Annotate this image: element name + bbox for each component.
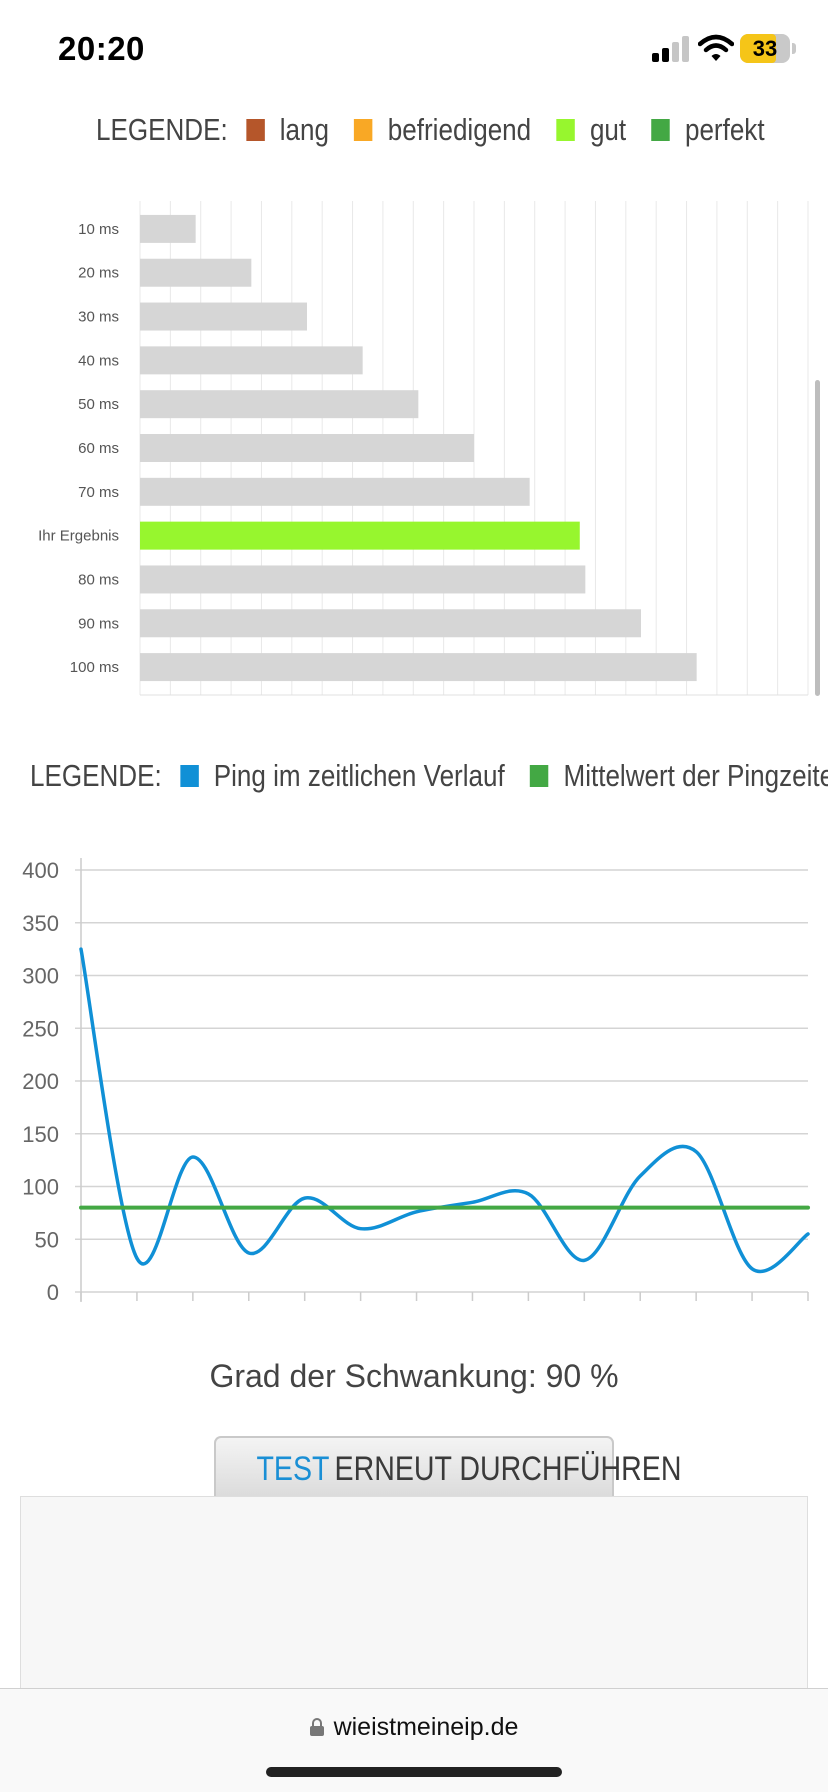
battery-level — [740, 34, 776, 63]
legend-swatch-ping — [180, 765, 199, 787]
bar-label: 80 ms — [78, 571, 119, 588]
legend-swatch-lang — [246, 119, 265, 141]
y-tick-label: 400 — [22, 858, 59, 883]
browser-url-bar[interactable]: wieistmeineip.de — [0, 1688, 828, 1792]
battery-percent: 33 — [752, 36, 778, 61]
legend-swatch-gut — [556, 119, 575, 141]
legend-label-mean: Mittelwert der Pingzeiten — [563, 758, 828, 793]
home-indicator[interactable] — [266, 1767, 562, 1777]
fluctuation-text: Grad der Schwankung: 90 % — [209, 1358, 619, 1394]
legend-title: LEGENDE: — [30, 758, 162, 793]
content-panel — [20, 1496, 808, 1696]
legend-label-perfekt: perfekt — [684, 112, 765, 147]
legend-title: LEGENDE: — [96, 112, 228, 147]
y-tick-label: 50 — [35, 1227, 59, 1252]
bar — [140, 477, 530, 506]
bar — [140, 434, 474, 462]
bar — [140, 346, 363, 375]
bar — [140, 302, 307, 331]
bar-label: 100 ms — [70, 659, 119, 676]
result-legend: LEGENDE: lang befriedigend gut perfekt — [96, 112, 790, 148]
y-tick-label: 200 — [22, 1069, 59, 1094]
ping-legend: LEGENDE: Ping im zeitlichen Verlauf Mitt… — [30, 758, 828, 794]
legend-swatch-befriedigend — [354, 119, 373, 141]
battery-icon: 33 — [740, 34, 790, 63]
legend-swatch-mean — [529, 765, 549, 787]
legend-swatch-perfekt — [651, 119, 670, 141]
legend-label-gut: gut — [589, 112, 627, 147]
bar-label: Ihr Ergebnis — [38, 528, 119, 545]
bar — [140, 258, 252, 287]
ping-comparison-chart: 10 ms 20 ms 30 ms 40 ms 50 ms 60 ms 70 ms Ihr E… — [38, 201, 809, 696]
bar — [140, 609, 641, 638]
retest-label: ERNEUT DURCHFÜHREN — [334, 1450, 682, 1488]
bar-label: 30 ms — [78, 309, 119, 326]
y-tick-label: 350 — [22, 911, 59, 936]
bar-label: 10 ms — [78, 221, 119, 238]
url-display[interactable]: wieistmeineip.de — [0, 1713, 828, 1742]
ping-series-line — [79, 947, 810, 1274]
ping-history-chart: 0 50 100 150 200 250 300 350 400 — [22, 858, 810, 1305]
bar-label: 70 ms — [78, 484, 119, 501]
wifi-icon — [698, 34, 734, 61]
bar-label: 60 ms — [78, 440, 119, 457]
bar-label: 20 ms — [78, 265, 119, 282]
y-tick-label: 150 — [22, 1122, 59, 1147]
retest-accent: TEST — [256, 1450, 330, 1488]
status-bar: 20:20 33 — [0, 0, 828, 100]
status-time: 20:20 — [58, 30, 145, 67]
bar — [140, 390, 419, 419]
legend-label-lang: lang — [279, 112, 330, 147]
y-tick-label: 250 — [22, 1016, 59, 1041]
bar-label: 40 ms — [78, 352, 119, 369]
retest-button[interactable]: TEST ERNEUT DURCHFÜHREN — [214, 1436, 681, 1500]
y-tick-label: 0 — [47, 1280, 59, 1305]
cellular-signal-icon — [652, 36, 689, 62]
battery-cap — [792, 43, 796, 54]
scrollbar[interactable] — [815, 380, 820, 696]
bar — [140, 214, 196, 243]
y-tick-label: 100 — [22, 1175, 59, 1200]
lock-icon — [309, 1718, 324, 1736]
bar-label: 50 ms — [78, 396, 119, 413]
legend-label-ping: Ping im zeitlichen Verlauf — [213, 758, 505, 793]
url-text: wieistmeineip.de — [333, 1713, 519, 1741]
bar-label: 90 ms — [78, 615, 119, 632]
bar — [140, 653, 697, 682]
bar-your-result — [140, 521, 580, 550]
y-tick-label: 300 — [22, 964, 59, 989]
bar — [140, 565, 586, 594]
legend-label-befriedigend: befriedigend — [387, 112, 532, 147]
